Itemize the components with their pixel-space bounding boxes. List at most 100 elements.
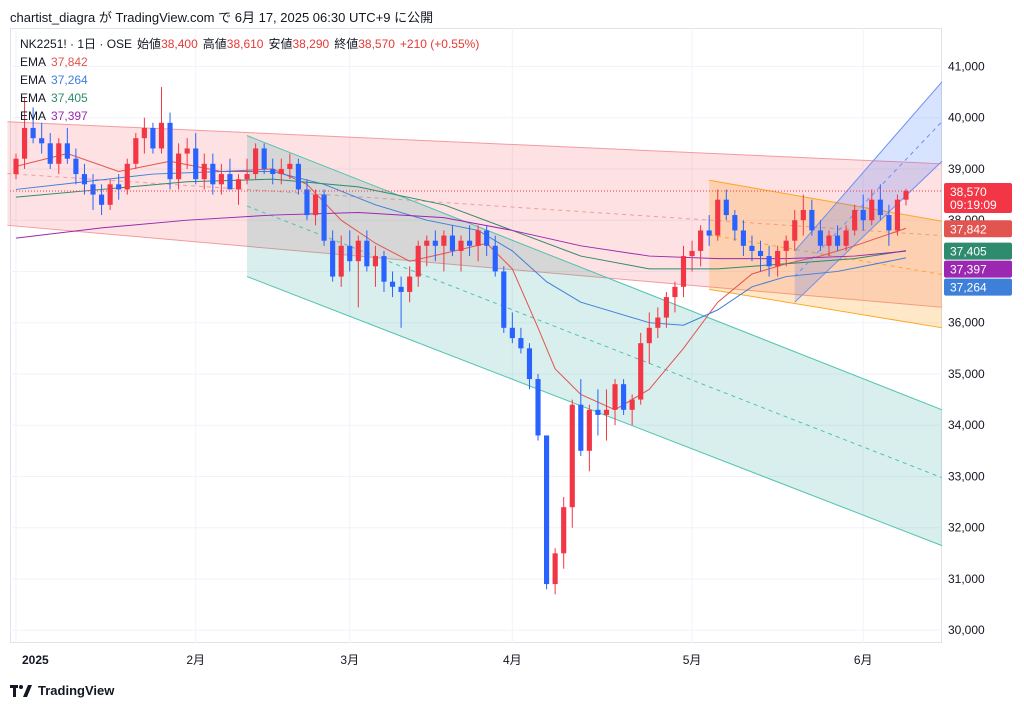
candle-body [458,240,464,251]
candle-body [47,143,53,164]
ema-row[interactable]: EMA 37,842 [20,55,88,69]
candle-body [81,174,88,185]
candle-body [330,240,336,277]
candle-body [407,276,413,292]
candle-body [466,240,473,246]
candle-body [834,235,841,246]
candle-body [749,245,755,251]
candle-body [133,138,139,164]
candle-body [817,230,823,246]
candle-body [569,404,575,508]
x-tick-label: 2025 [22,653,49,667]
publish-info: chartist_diagra が TradingView.com で 6月 1… [10,10,434,25]
candle-body [586,409,592,451]
author-name[interactable]: chartist_diagra [10,10,96,25]
candle-body [441,235,447,246]
ema-row[interactable]: EMA 37,405 [20,91,88,105]
candle-body [638,343,644,400]
candle-body [193,148,199,180]
y-tick-label: 41,000 [948,59,985,73]
candle-body [398,286,404,292]
candle-body [415,245,421,277]
orange-channel-edge [709,179,943,222]
candle-body [843,230,849,246]
candle-body [595,409,601,415]
y-tick-label: 31,000 [948,572,985,586]
candle-body [424,240,430,246]
candle-body [321,194,327,241]
candle-body [484,230,490,246]
ema-row[interactable]: EMA 37,397 [20,109,88,123]
candle-body [603,409,610,415]
tradingview-branding[interactable]: TradingView [10,683,114,698]
teal-channel [247,135,943,546]
candle-body [518,338,524,349]
candle-body [449,235,456,251]
candle-body [852,209,858,231]
y-tick-label: 36,000 [948,316,985,330]
candle-body [766,256,772,267]
candle-body [39,138,45,144]
price-badge [944,220,1012,238]
candle-body [270,168,276,175]
candle-body [732,215,738,231]
candle-body [312,194,319,216]
blue-channel-edge [794,160,943,303]
site-name[interactable]: TradingView.com [115,10,215,25]
candle-body [13,158,19,175]
price-badge-label: 37,842 [950,222,987,236]
x-tick-label: 6月 [854,653,873,667]
candle-body [227,174,233,190]
candle-body [544,435,550,585]
candle-body [30,127,36,139]
candle-body [218,174,224,185]
candle-body [347,245,353,262]
candle-body [381,256,387,282]
candle-body [116,184,122,190]
candle-body [501,271,507,328]
price-badge [944,182,1012,213]
candle-body [176,153,182,180]
change-value: +210 (+0.55%) [399,37,480,51]
teal-channel-edge [246,276,943,547]
candle-body [210,163,216,185]
candle-body [124,163,130,190]
ema-row[interactable]: EMA 37,264 [20,73,88,87]
price-badge [944,242,1012,260]
x-tick-label: 3月 [340,653,359,667]
candle-body [492,245,498,272]
candle-body [287,163,293,169]
candle-body [800,209,806,221]
price-badge-label: 37,397 [950,263,987,277]
candle-body [903,190,909,200]
candle-body [355,240,361,262]
high-value: 38,610 [226,37,264,51]
blue-channel-midline [794,121,943,277]
candle-body [184,148,190,154]
candle-body [150,127,156,149]
y-tick-label: 39,000 [948,162,985,176]
candle-body [21,127,28,159]
price-badge [944,260,1012,278]
candle-body [509,327,515,339]
publish-date: 6月 17, 2025 06:30 UTC+9 [234,10,391,25]
candle-body [364,240,370,267]
y-tick-label: 33,000 [948,469,985,483]
y-tick-label: 34,000 [948,418,985,432]
candle-body [552,553,558,585]
candle-body [295,163,301,190]
low-value: 38,290 [292,37,330,51]
candle-body [740,230,746,246]
candle-body [792,220,798,241]
candle-body [90,184,96,195]
candle-body [629,399,635,410]
candle-body [809,209,815,231]
symbol-label[interactable]: NK2251! · 1日 · OSE [20,37,133,51]
candle-body [432,240,438,246]
candle-body [655,317,661,328]
candle-body [663,297,669,318]
candle-body [894,199,901,231]
candle-body [826,235,832,246]
candle-body [869,199,875,221]
